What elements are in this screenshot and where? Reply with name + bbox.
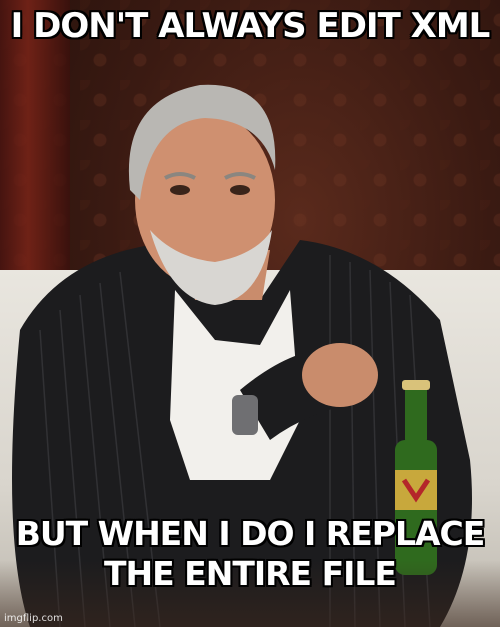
beer-label bbox=[395, 470, 437, 510]
floor-shadow bbox=[0, 560, 500, 627]
fist bbox=[302, 343, 378, 407]
watermark: imgflip.com bbox=[4, 613, 63, 624]
face bbox=[135, 112, 275, 288]
beard bbox=[150, 230, 272, 305]
bottom-caption: BUT WHEN I DO I REPLACE THE ENTIRE FILE bbox=[15, 514, 486, 593]
watch bbox=[232, 395, 258, 435]
right-eye bbox=[230, 185, 250, 195]
curtain bbox=[0, 0, 70, 300]
left-eye bbox=[170, 185, 190, 195]
top-caption: I DON'T ALWAYS EDIT XML bbox=[10, 6, 491, 46]
hair bbox=[128, 84, 276, 200]
